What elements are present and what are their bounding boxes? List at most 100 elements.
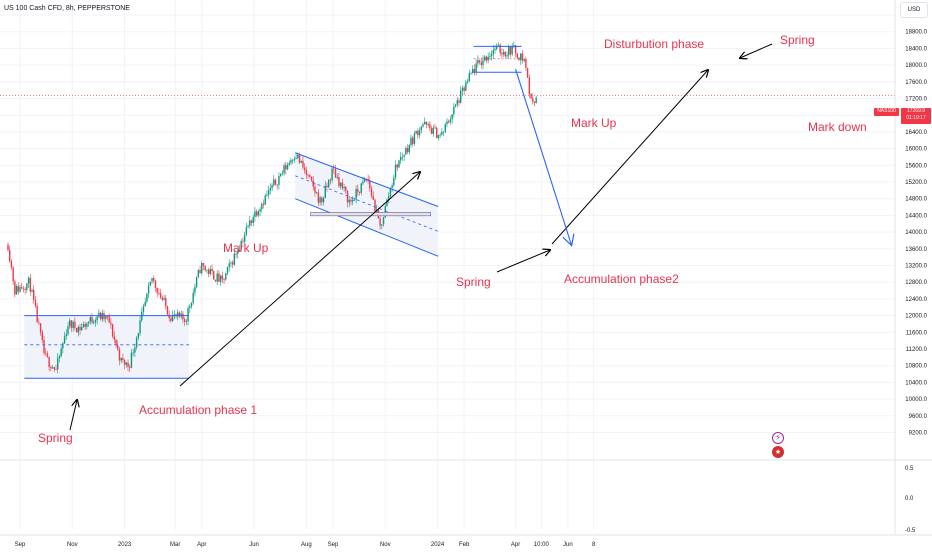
- candle-body: [57, 358, 59, 370]
- candle-body: [381, 224, 383, 226]
- candle-body: [17, 286, 19, 292]
- y-tick-label: 17600.0: [905, 80, 927, 86]
- candle-body: [466, 80, 469, 83]
- candle-body: [50, 367, 52, 369]
- candle-body: [261, 203, 263, 210]
- candle: [250, 219, 253, 227]
- candle-body: [309, 175, 311, 177]
- candle: [278, 172, 280, 190]
- candle: [460, 86, 462, 104]
- candle: [509, 45, 512, 58]
- candle-body: [487, 56, 489, 61]
- candle: [254, 207, 256, 222]
- candle-body: [470, 73, 472, 75]
- candle: [211, 264, 213, 275]
- candle: [10, 258, 13, 270]
- candle: [399, 152, 402, 164]
- candle: [12, 266, 14, 286]
- candle: [9, 245, 11, 264]
- candle: [401, 152, 404, 161]
- candle-body: [168, 314, 170, 319]
- candle-body: [96, 316, 98, 321]
- candle: [360, 182, 362, 196]
- candle: [492, 45, 494, 59]
- candle: [79, 323, 81, 336]
- currency-selector[interactable]: USD: [900, 2, 928, 18]
- candle: [410, 134, 412, 148]
- annotation-disturbution-phase: Disturbution phase: [604, 37, 704, 51]
- candle: [84, 321, 86, 331]
- candle: [14, 279, 16, 298]
- annotation-spring: Spring: [456, 275, 491, 289]
- candle: [38, 318, 40, 325]
- y-tick-label: 16400.0: [905, 130, 927, 136]
- candle-body: [384, 206, 386, 218]
- candle-body: [379, 218, 381, 226]
- x-tick-label: Jun: [249, 542, 259, 548]
- candle: [156, 287, 158, 298]
- candle-body: [146, 293, 148, 302]
- candle-body: [436, 127, 438, 139]
- candle-body: [161, 297, 164, 300]
- us-flag-icon[interactable]: ★: [772, 446, 784, 458]
- candle-body: [77, 326, 80, 333]
- candle-body: [398, 160, 400, 168]
- candle: [31, 288, 33, 293]
- candle: [295, 153, 297, 160]
- candle-body: [418, 130, 421, 136]
- candle: [45, 348, 47, 356]
- candle: [436, 126, 438, 139]
- candle: [117, 340, 119, 351]
- candle: [82, 321, 85, 329]
- candle-body: [45, 353, 47, 354]
- candle-body: [33, 289, 35, 300]
- candle: [243, 231, 246, 246]
- candle: [309, 174, 311, 179]
- indicator-tick-label: 0.0: [905, 496, 914, 502]
- markup-arrow-1: [179, 172, 420, 387]
- candle-body: [111, 324, 114, 337]
- x-tick-label: Jun: [563, 542, 573, 548]
- accumulation-zone-1: [24, 315, 189, 379]
- candle: [204, 265, 206, 272]
- candle-body: [535, 97, 537, 103]
- candle: [214, 279, 217, 282]
- candle: [120, 357, 122, 364]
- candle-body: [67, 326, 69, 335]
- candle-body: [307, 174, 309, 176]
- candle: [41, 329, 43, 344]
- candle-body: [82, 323, 85, 327]
- candle-body: [497, 44, 500, 46]
- candle-body: [424, 121, 426, 125]
- candle-body: [321, 197, 323, 203]
- candle: [122, 353, 124, 363]
- candle-body: [399, 157, 402, 161]
- candle-body: [225, 273, 227, 280]
- candle-body: [387, 196, 390, 200]
- annotation-accumulation-phase2: Accumulation phase2: [564, 272, 679, 286]
- candle: [86, 322, 88, 330]
- candle-body: [439, 134, 441, 136]
- candle-body: [298, 154, 301, 163]
- candle-body: [274, 179, 277, 185]
- candle-body: [288, 162, 290, 165]
- candle: [322, 196, 325, 206]
- lightning-icon[interactable]: ⚡: [772, 432, 784, 444]
- candle: [449, 115, 452, 125]
- candle: [240, 238, 242, 251]
- candle-body: [461, 87, 464, 91]
- y-tick-label: 15200.0: [905, 180, 927, 186]
- candle-body: [163, 298, 165, 300]
- y-tick-label: 10800.0: [905, 364, 927, 370]
- candle-body: [446, 121, 448, 125]
- candle: [137, 332, 140, 341]
- candle: [314, 182, 316, 197]
- candle: [226, 266, 229, 276]
- y-tick-label: 14000.0: [905, 230, 927, 236]
- candle-body: [62, 343, 64, 349]
- candle-body: [386, 199, 388, 207]
- candle: [231, 260, 234, 269]
- candle: [516, 52, 519, 59]
